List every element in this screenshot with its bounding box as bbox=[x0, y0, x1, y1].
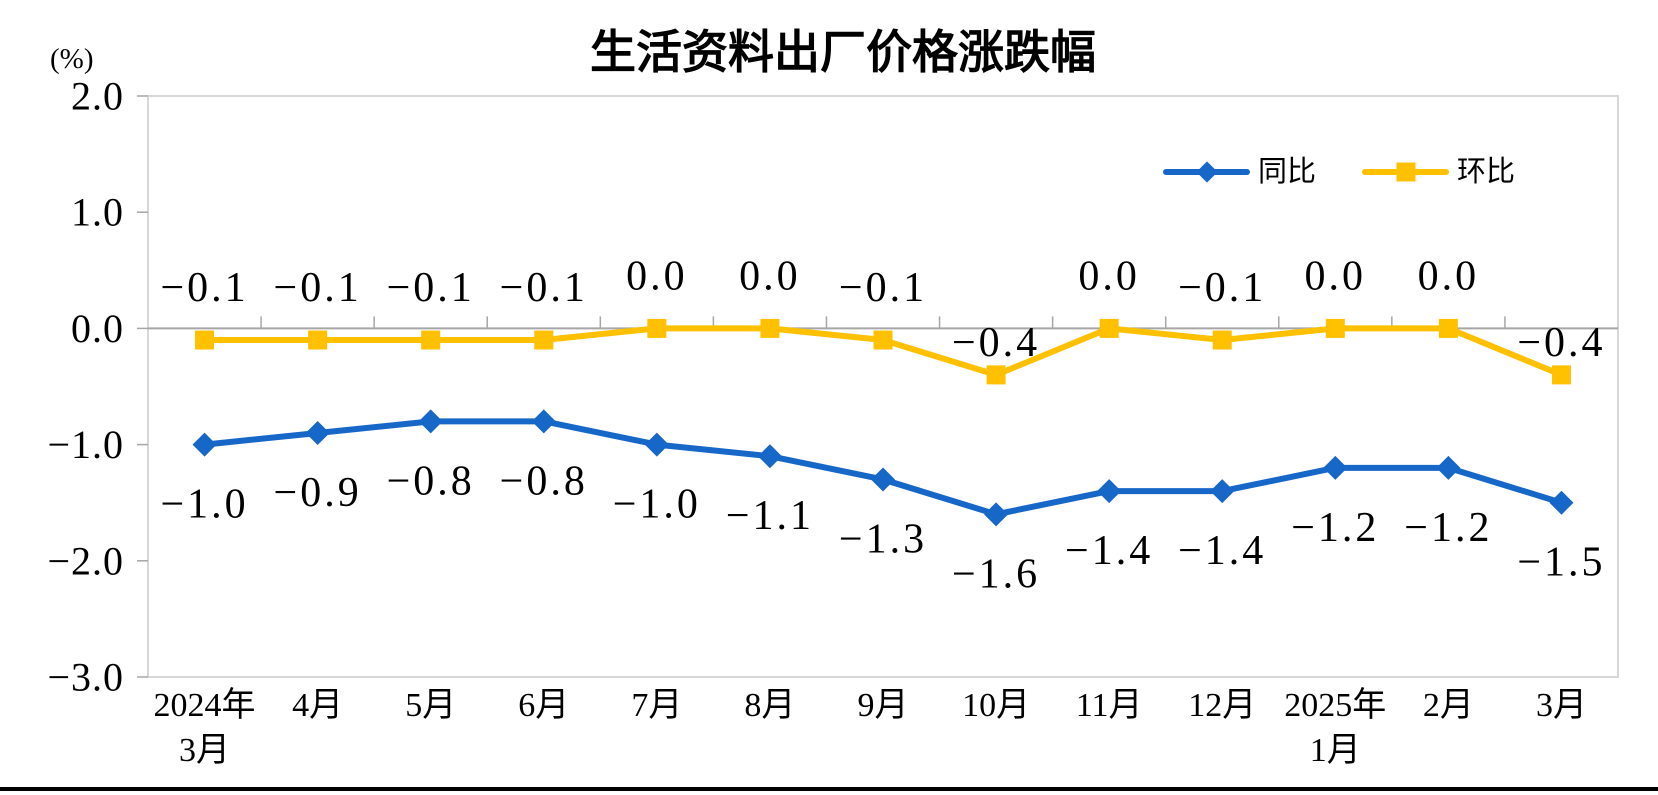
legend-item-yoy: 同比 bbox=[1163, 153, 1316, 191]
mom-data-label: −0.1 bbox=[500, 265, 588, 311]
mom-data-label: −0.1 bbox=[387, 265, 475, 311]
yoy-marker bbox=[871, 467, 895, 492]
yoy-marker bbox=[192, 432, 217, 457]
x-axis-label: 1月 bbox=[1310, 732, 1361, 769]
mom-marker bbox=[760, 318, 780, 338]
yoy-data-label: −1.3 bbox=[839, 516, 927, 562]
mom-marker bbox=[647, 318, 667, 338]
mom-data-label: −0.1 bbox=[274, 265, 362, 311]
bottom-divider bbox=[0, 787, 1658, 791]
y-axis-tick-label: 2.0 bbox=[71, 74, 124, 119]
yoy-data-label: −1.5 bbox=[1517, 540, 1605, 586]
yoy-data-label: −1.1 bbox=[726, 493, 814, 539]
mom-marker bbox=[1099, 318, 1119, 338]
mom-legend-label: 环比 bbox=[1457, 155, 1516, 188]
yoy-marker bbox=[984, 502, 1009, 527]
mom-marker bbox=[873, 330, 893, 350]
yoy-data-label: −0.8 bbox=[387, 458, 475, 504]
mom-data-label: 0.0 bbox=[739, 253, 801, 299]
x-axis-label: 11月 bbox=[1076, 687, 1143, 724]
mom-marker bbox=[1551, 365, 1571, 385]
yoy-marker bbox=[1210, 479, 1235, 504]
x-axis-label: 5月 bbox=[405, 687, 456, 724]
yoy-data-label: −0.9 bbox=[274, 470, 362, 516]
yoy-marker bbox=[418, 409, 443, 434]
mom-marker bbox=[421, 330, 441, 350]
x-axis-label: 6月 bbox=[518, 687, 569, 724]
yoy-marker bbox=[1323, 455, 1348, 480]
x-axis-label: 3月 bbox=[179, 732, 230, 769]
mom-data-label: 0.0 bbox=[626, 253, 688, 299]
plot-border bbox=[147, 95, 1619, 678]
mom-marker bbox=[1325, 318, 1345, 338]
chart-title: 生活资料出厂价格涨跌幅 bbox=[590, 26, 1096, 78]
mom-marker bbox=[195, 330, 215, 350]
mom-square-icon bbox=[1396, 162, 1415, 182]
mom-marker bbox=[1438, 318, 1458, 338]
x-axis-label: 2024年 bbox=[154, 686, 256, 724]
mom-marker bbox=[308, 330, 328, 350]
yoy-marker bbox=[757, 444, 782, 469]
yoy-diamond-icon bbox=[1195, 161, 1218, 183]
y-axis-tick-label: −1.0 bbox=[47, 422, 124, 467]
mom-data-label: −0.1 bbox=[839, 265, 927, 311]
yoy-data-label: −1.2 bbox=[1291, 505, 1379, 551]
yoy-data-label: −1.4 bbox=[1065, 528, 1153, 574]
x-axis-label: 2025年 bbox=[1284, 686, 1386, 724]
mom-data-label: 0.0 bbox=[1078, 253, 1140, 299]
mom-data-label: 0.0 bbox=[1305, 253, 1367, 299]
x-axis-label: 8月 bbox=[744, 687, 795, 724]
mom-data-label: −0.4 bbox=[1517, 320, 1605, 366]
mom-legend-line bbox=[1362, 162, 1449, 182]
x-axis-label: 3月 bbox=[1536, 687, 1587, 724]
mom-marker bbox=[986, 365, 1006, 385]
yoy-legend-label: 同比 bbox=[1258, 155, 1317, 188]
yoy-marker bbox=[644, 432, 669, 457]
mom-marker bbox=[534, 330, 554, 350]
yoy-data-label: −1.0 bbox=[613, 482, 701, 528]
x-axis-label: 10月 bbox=[962, 687, 1030, 724]
yoy-marker bbox=[1549, 490, 1574, 515]
yoy-legend-line bbox=[1163, 161, 1250, 183]
y-axis-tick-label: −2.0 bbox=[47, 538, 124, 583]
y-axis-tick-label: −3.0 bbox=[47, 655, 124, 700]
yoy-data-label: −1.6 bbox=[952, 551, 1040, 597]
x-axis-label: 7月 bbox=[631, 687, 682, 724]
yoy-data-label: −1.2 bbox=[1404, 505, 1492, 551]
mom-data-label: −0.4 bbox=[952, 320, 1040, 366]
x-axis-label: 12月 bbox=[1188, 687, 1256, 724]
yoy-marker bbox=[1097, 479, 1122, 504]
yoy-data-label: −1.0 bbox=[160, 482, 248, 528]
yoy-marker bbox=[531, 409, 556, 434]
yoy-marker bbox=[1436, 455, 1461, 480]
x-axis-label: 4月 bbox=[292, 687, 343, 724]
mom-data-label: 0.0 bbox=[1418, 253, 1480, 299]
yoy-data-label: −0.8 bbox=[500, 458, 588, 504]
mom-data-label: −0.1 bbox=[160, 265, 248, 311]
legend-item-mom: 环比 bbox=[1362, 153, 1515, 191]
y-axis-tick-label: 1.0 bbox=[71, 190, 124, 235]
mom-data-label: −0.1 bbox=[1178, 265, 1266, 311]
x-axis-label: 9月 bbox=[858, 687, 909, 724]
yoy-marker bbox=[305, 420, 330, 445]
x-axis-label: 2月 bbox=[1423, 687, 1474, 724]
yoy-data-label: −1.4 bbox=[1178, 528, 1266, 574]
mom-marker bbox=[1212, 330, 1232, 350]
y-axis-unit-label: (%) bbox=[50, 43, 94, 75]
y-axis-tick-label: 0.0 bbox=[71, 306, 124, 351]
